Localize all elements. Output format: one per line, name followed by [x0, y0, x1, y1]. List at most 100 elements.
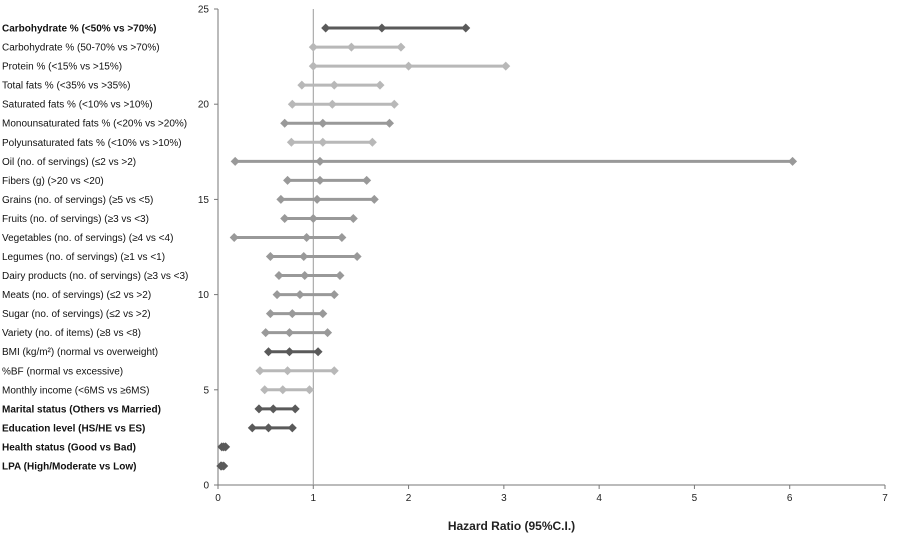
row-label: Protein % (<15% vs >15%): [2, 62, 122, 73]
row-label: Monounsaturated fats % (<20% vs >20%): [2, 119, 187, 130]
ci-upper-marker: [221, 442, 231, 452]
forest-row: [286, 137, 377, 147]
y-tick-label: 0: [203, 481, 209, 492]
row-label: Legumes (no. of servings) (≥1 vs <1): [2, 252, 165, 263]
ci-upper-marker: [367, 137, 377, 147]
ci-lower-marker: [261, 328, 271, 338]
forest-row: [229, 232, 347, 242]
y-tick-label: 5: [203, 385, 209, 396]
forest-row: [217, 442, 231, 452]
category-labels: Carbohydrate % (<50% vs >70%) Carbohydrat…: [2, 24, 188, 473]
hazard-ratio-marker: [312, 194, 322, 204]
ci-lower-marker: [276, 194, 286, 204]
row-label: Carbohydrate % (50-70% vs >70%): [2, 43, 160, 54]
x-tick-label: 6: [787, 493, 793, 504]
ci-upper-marker: [385, 118, 395, 128]
ci-upper-marker: [337, 232, 347, 242]
row-label: Monthly income (<6MS vs ≥6MS): [2, 385, 149, 396]
ci-upper-marker: [389, 99, 399, 109]
hazard-ratio-marker: [404, 61, 414, 71]
ci-lower-marker: [286, 137, 296, 147]
row-label: Total fats % (<35% vs >35%): [2, 81, 130, 92]
row-label: Education level (HS/HE vs ES): [2, 423, 145, 434]
forest-row: [255, 366, 339, 376]
ci-upper-marker: [501, 61, 511, 71]
forest-row: [287, 99, 399, 109]
row-label: Marital status (Others vs Married): [2, 404, 161, 415]
ci-upper-marker: [287, 423, 297, 433]
ci-lower-marker: [254, 404, 264, 414]
x-tick-label: 1: [311, 493, 317, 504]
hazard-ratio-marker: [318, 137, 328, 147]
hazard-ratio-marker: [302, 232, 312, 242]
ci-lower-marker: [265, 309, 275, 319]
hazard-ratio-marker: [308, 213, 318, 223]
row-label: Saturated fats % (<10% vs >10%): [2, 100, 153, 111]
forest-row: [254, 404, 300, 414]
forest-row: [216, 461, 229, 471]
hazard-ratio-marker: [300, 271, 310, 281]
ci-upper-marker: [219, 461, 229, 471]
x-tick-label: 7: [882, 493, 888, 504]
x-tick-label: 3: [501, 493, 507, 504]
hazard-ratio-marker: [346, 42, 356, 52]
ci-lower-marker: [274, 271, 284, 281]
row-label: Vegetables (no. of servings) (≥4 vs <4): [2, 233, 173, 244]
row-label: Polyunsaturated fats % (<10% vs >10%): [2, 138, 182, 149]
ci-upper-marker: [329, 366, 339, 376]
x-axis-title: Hazard Ratio (95%C.I.): [448, 519, 575, 533]
ci-upper-marker: [348, 213, 358, 223]
ci-lower-marker: [272, 290, 282, 300]
ci-lower-marker: [255, 366, 265, 376]
hazard-ratio-marker: [268, 404, 278, 414]
row-label: Carbohydrate % (<50% vs >70%): [2, 24, 157, 35]
x-axis: 0 1 2 3 4 5 6 7: [215, 484, 888, 504]
y-tick-label: 10: [198, 290, 210, 301]
y-axis: 0 5 10 15 20 25: [198, 5, 219, 492]
hazard-ratio-marker: [315, 175, 325, 185]
forest-row: [276, 194, 379, 204]
ci-upper-marker: [304, 385, 314, 395]
ci-lower-marker: [308, 61, 318, 71]
y-tick-label: 25: [198, 5, 210, 16]
ci-lower-marker: [283, 175, 293, 185]
row-label: Health status (Good vs Bad): [2, 442, 136, 453]
ci-lower-marker: [287, 99, 297, 109]
x-tick-label: 4: [596, 493, 602, 504]
forest-rows: [216, 23, 798, 471]
row-label: Variety (no. of items) (≥8 vs <8): [2, 328, 141, 339]
row-label: Dairy products (no. of servings) (≥3 vs …: [2, 271, 188, 282]
ci-lower-marker: [280, 213, 290, 223]
y-tick-label: 20: [198, 100, 210, 111]
ci-lower-marker: [230, 156, 240, 166]
ci-upper-marker: [461, 23, 471, 33]
ci-upper-marker: [788, 156, 798, 166]
hazard-ratio-marker: [318, 118, 328, 128]
ci-upper-marker: [375, 80, 385, 90]
hazard-ratio-marker: [327, 99, 337, 109]
forest-row: [265, 252, 362, 262]
ci-lower-marker: [264, 347, 274, 357]
forest-row: [247, 423, 297, 433]
ci-lower-marker: [280, 118, 290, 128]
hazard-ratio-marker: [283, 366, 293, 376]
ci-upper-marker: [313, 347, 323, 357]
row-label: Sugar (no. of servings) (≤2 vs >2): [2, 309, 151, 320]
forest-row: [260, 385, 314, 395]
hazard-ratio-marker: [295, 290, 305, 300]
hazard-ratio-marker: [264, 423, 274, 433]
forest-row: [321, 23, 471, 33]
row-label: Oil (no. of servings) (≤2 vs >2): [2, 157, 136, 168]
ci-upper-marker: [369, 194, 379, 204]
forest-row: [280, 213, 358, 223]
forest-row: [297, 80, 385, 90]
forest-row: [230, 156, 798, 166]
forest-row: [283, 175, 372, 185]
row-label: Fruits (no. of servings) (≥3 vs <3): [2, 214, 149, 225]
row-label: %BF (normal vs excessive): [2, 366, 123, 377]
ci-lower-marker: [321, 23, 331, 33]
row-label: LPA (High/Moderate vs Low): [2, 461, 136, 472]
ci-lower-marker: [308, 42, 318, 52]
ci-upper-marker: [323, 328, 333, 338]
